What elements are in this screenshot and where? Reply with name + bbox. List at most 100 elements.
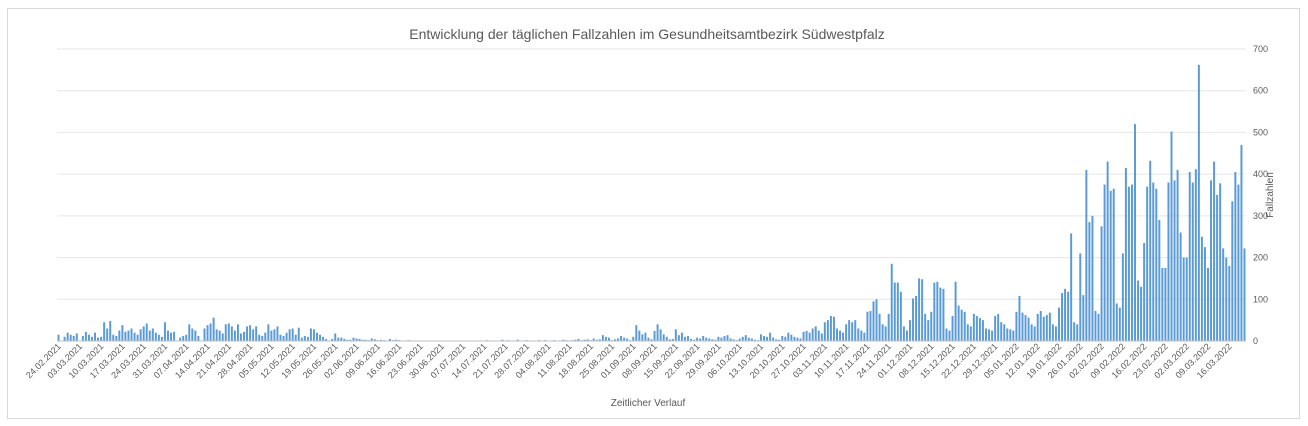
bar xyxy=(711,339,714,341)
bar xyxy=(744,335,747,341)
bar xyxy=(1210,180,1213,341)
bar xyxy=(1173,180,1176,341)
bar xyxy=(72,335,75,341)
bar xyxy=(1003,324,1006,341)
bar xyxy=(857,328,860,341)
y-tick-label: 200 xyxy=(1253,253,1268,263)
bar xyxy=(239,333,242,341)
bar xyxy=(693,339,696,341)
bar xyxy=(759,334,762,341)
bar xyxy=(325,338,328,341)
bar xyxy=(124,331,127,341)
bar xyxy=(969,326,972,341)
bar xyxy=(1039,310,1042,341)
bar xyxy=(170,332,173,341)
bar xyxy=(343,338,346,341)
bar xyxy=(918,278,921,341)
bar xyxy=(249,325,252,341)
bar xyxy=(300,337,303,341)
bar xyxy=(884,326,887,341)
bar xyxy=(1103,184,1106,341)
bar xyxy=(586,339,589,341)
bar xyxy=(896,282,899,341)
bar xyxy=(319,334,322,341)
bar xyxy=(294,334,297,341)
bar xyxy=(638,330,641,341)
bar xyxy=(516,339,519,341)
bar xyxy=(81,335,84,341)
bar xyxy=(206,325,209,341)
bar xyxy=(687,335,689,341)
bar xyxy=(869,310,872,341)
bar xyxy=(811,328,814,341)
bar xyxy=(784,336,787,341)
bar xyxy=(309,328,312,341)
bar xyxy=(364,339,367,341)
bar xyxy=(273,329,276,341)
bar xyxy=(1085,169,1088,341)
bar xyxy=(395,339,398,341)
bar xyxy=(644,332,647,341)
bar xyxy=(620,335,623,341)
bar xyxy=(832,316,835,341)
bar xyxy=(1140,286,1143,341)
bar xyxy=(1027,317,1030,341)
bar xyxy=(696,337,699,341)
bar xyxy=(221,333,224,341)
bar xyxy=(1137,280,1140,341)
bar xyxy=(1231,201,1234,341)
bar xyxy=(1179,232,1182,341)
bar xyxy=(121,325,124,341)
bar xyxy=(1152,182,1155,341)
bar xyxy=(902,326,905,341)
bar xyxy=(66,332,69,341)
bar xyxy=(136,334,139,341)
bar xyxy=(659,329,662,341)
bar xyxy=(927,320,930,341)
bar xyxy=(255,326,258,341)
bar xyxy=(316,332,318,341)
bar xyxy=(592,338,595,341)
bar xyxy=(212,317,215,341)
y-tick-label: 400 xyxy=(1253,169,1268,179)
bar xyxy=(346,339,349,341)
bar xyxy=(680,332,683,341)
bar xyxy=(312,329,315,341)
bar xyxy=(227,323,230,341)
bar xyxy=(167,330,169,341)
bar xyxy=(379,339,382,341)
bar xyxy=(1243,248,1246,341)
bar xyxy=(236,324,239,341)
bar xyxy=(936,281,939,341)
bar xyxy=(142,326,145,341)
bar xyxy=(1146,186,1149,341)
bar xyxy=(763,335,766,341)
bar xyxy=(1097,313,1100,341)
bar xyxy=(1225,257,1228,341)
bar xyxy=(94,332,96,341)
bar-chart: 0 100 200 300 400 500 600 700 24.02.202103.03.2… xyxy=(24,26,1276,409)
bar xyxy=(848,320,851,341)
bar xyxy=(823,322,826,341)
bar xyxy=(607,337,610,341)
bar xyxy=(337,337,340,341)
bar xyxy=(1164,268,1167,341)
bar xyxy=(741,336,744,341)
bar xyxy=(261,335,264,341)
bar xyxy=(626,338,629,341)
bar xyxy=(1188,172,1191,341)
bar xyxy=(370,338,373,341)
bar xyxy=(845,324,848,341)
bar xyxy=(662,334,665,341)
bar xyxy=(145,323,148,341)
bar xyxy=(154,332,157,341)
bar xyxy=(954,281,957,341)
bar xyxy=(185,334,188,341)
bar xyxy=(905,330,908,341)
bar xyxy=(194,330,197,341)
bar xyxy=(306,336,309,341)
bar xyxy=(1067,291,1070,341)
bar xyxy=(978,318,981,341)
bar xyxy=(650,339,653,341)
bar xyxy=(957,305,960,341)
